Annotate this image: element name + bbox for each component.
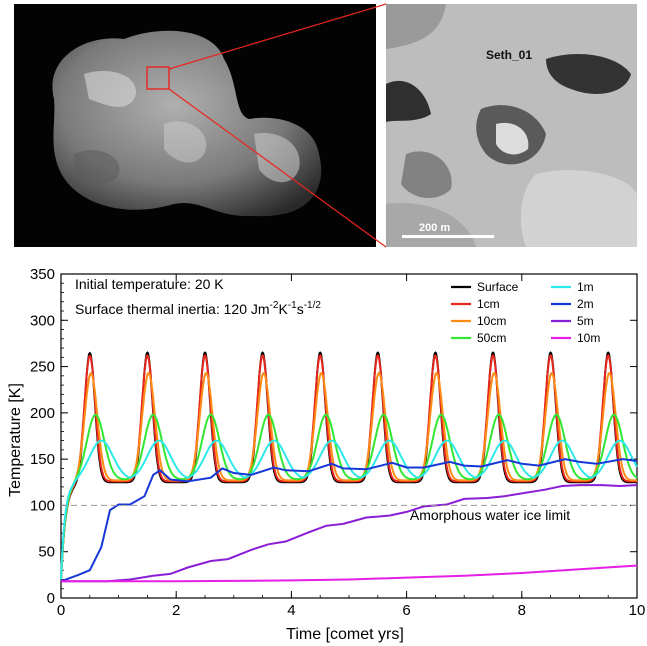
y-tick-label: 50: [38, 544, 55, 561]
scale-bar: [402, 235, 494, 238]
comet-nucleus-image: [52, 30, 322, 217]
annotation-sup-1: -2: [270, 300, 279, 311]
annotation-thermal-inertia: Surface thermal inertia: 120 Jm-2K-1s-1/…: [75, 300, 321, 317]
annotation-unit-s: s: [297, 301, 304, 317]
x-tick-label: 8: [518, 602, 526, 619]
closeup-photo: Seth_01 200 m: [386, 4, 637, 247]
legend-label-50cm: 50cm: [477, 331, 506, 345]
scale-bar-label: 200 m: [419, 222, 451, 234]
series-line-10m: [61, 564, 638, 583]
y-tick-label: 250: [30, 359, 55, 376]
x-tick-label: 0: [57, 602, 65, 619]
legend-label-Surface: Surface: [477, 280, 519, 294]
series-line-50cm: [60, 413, 638, 580]
x-axis-label: Time [comet yrs]: [286, 626, 404, 643]
x-tick-label: 2: [172, 602, 180, 619]
y-tick-label: 350: [30, 266, 55, 283]
annotation-initial-temperature: Initial temperature: 20 K: [75, 276, 224, 292]
series-line-10cm: [60, 371, 637, 580]
chart-legend: Surface 1cm 10cm 50cm 1m 2m 5m 10m: [451, 280, 600, 345]
legend-label-2m: 2m: [577, 297, 594, 311]
y-axis-label: Temperature [K]: [7, 383, 24, 497]
annotation-sup-2: -1: [288, 300, 297, 311]
legend-label-1cm: 1cm: [477, 297, 500, 311]
reference-line-label: Amorphous water ice limit: [410, 507, 570, 523]
x-tick-label: 6: [402, 602, 410, 619]
series-line-5m: [61, 484, 638, 583]
annotation-unit-k: K: [278, 301, 288, 317]
comet-nucleus-photo: [14, 4, 376, 247]
closeup-label: Seth_01: [486, 48, 533, 62]
x-tick-label: 4: [287, 602, 295, 619]
annotation-thermal-inertia-prefix: Surface thermal inertia: 120 Jm: [75, 301, 270, 317]
series-line-2m: [60, 458, 638, 583]
y-tick-label: 300: [30, 312, 55, 329]
y-tick-label: 100: [30, 497, 55, 514]
legend-label-10cm: 10cm: [477, 314, 506, 328]
legend-label-5m: 5m: [577, 314, 594, 328]
y-tick-label: 200: [30, 405, 55, 422]
closeup-terrain-image: [386, 4, 637, 247]
legend-label-10m: 10m: [577, 331, 600, 345]
annotation-sup-3: -1/2: [304, 300, 322, 311]
x-tick-label: 10: [629, 602, 646, 619]
plot-frame: [60, 273, 638, 599]
y-tick-label: 0: [47, 590, 55, 607]
legend-label-1m: 1m: [577, 280, 594, 294]
selection-box: [146, 66, 170, 90]
y-tick-label: 150: [30, 451, 55, 468]
chart-series: [60, 351, 638, 583]
series-line-1m: [60, 439, 638, 580]
